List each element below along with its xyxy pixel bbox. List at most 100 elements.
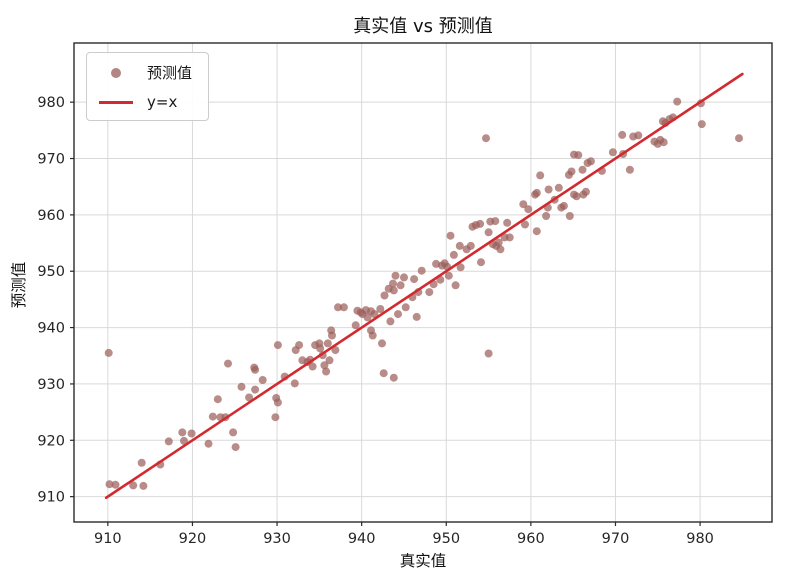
scatter-point (290, 379, 299, 388)
x-tick-label: 960 (517, 531, 545, 547)
scatter-point (625, 165, 634, 174)
scatter-point (673, 97, 682, 106)
scatter-point (208, 412, 217, 421)
scatter-point (378, 339, 386, 348)
scatter-point (339, 303, 348, 312)
scatter-point (105, 480, 114, 489)
identity-line (104, 72, 744, 500)
scatter-point (325, 356, 334, 365)
scatter-point (180, 436, 188, 445)
scatter-point (735, 134, 743, 143)
scatter-point (370, 310, 379, 319)
scatter-point (245, 393, 254, 402)
scatter-point (410, 275, 419, 284)
scatter-point (229, 428, 238, 437)
scatter-point (380, 291, 389, 300)
scatter-point (542, 212, 551, 220)
scatter-point (491, 217, 500, 226)
scatter-point (519, 200, 528, 209)
scatter-point (581, 187, 590, 196)
scatter-point (559, 201, 568, 210)
scatter-point (164, 437, 173, 446)
scatter-point (412, 312, 421, 321)
scatter-point (477, 258, 485, 267)
scatter-point (320, 361, 329, 370)
scatter-point (129, 481, 138, 490)
scatter-point (572, 192, 581, 201)
scatter-point (425, 288, 434, 297)
scatter-point (565, 212, 574, 220)
scatter-point (466, 241, 475, 250)
legend: 预测值 y=x (86, 52, 210, 121)
scatter-point (505, 233, 514, 242)
scatter-point (544, 185, 553, 194)
scatter-point (104, 348, 113, 357)
y-tick-label: 940 (37, 321, 65, 337)
scatter-point (368, 331, 377, 340)
scatter-point (521, 220, 529, 229)
scatter-point (484, 228, 493, 237)
x-tick-label: 920 (179, 531, 207, 547)
scatter-point (532, 227, 541, 236)
scatter-point (456, 263, 465, 272)
scatter-point (271, 413, 280, 422)
legend-swatch (99, 100, 133, 104)
y-tick-label: 980 (37, 95, 65, 111)
scatter-point (137, 458, 146, 467)
scatter-point (396, 281, 405, 290)
scatter-marker-icon (111, 67, 121, 78)
y-tick-label: 950 (37, 264, 65, 280)
x-tick-label: 930 (263, 531, 291, 547)
axes-spines (73, 42, 773, 523)
scatter-point (401, 303, 410, 312)
scatter-point (379, 369, 388, 378)
scatter-point (394, 310, 402, 319)
scatter-point (328, 331, 336, 340)
scatter-point (258, 376, 267, 384)
scatter-point (586, 157, 595, 166)
legend-label: 预测值 (147, 64, 193, 82)
scatter-point (482, 134, 490, 143)
x-axis-label: 真实值 (399, 552, 447, 570)
scatter-point (659, 138, 668, 147)
legend-entry-line: y=x (99, 93, 192, 111)
scatter-point (444, 271, 453, 280)
scatter-point (389, 286, 398, 295)
scatter-point (363, 313, 372, 322)
scatter-point (316, 344, 325, 353)
scatter-point (574, 151, 583, 160)
scatter-point (400, 273, 408, 282)
line-marker-icon (99, 100, 133, 104)
scatter-point (111, 480, 120, 489)
y-tick-label: 960 (37, 208, 65, 224)
scatter-point (323, 339, 332, 348)
legend-label: y=x (147, 93, 178, 111)
scatter-point (331, 346, 340, 355)
y-tick-label: 930 (37, 377, 65, 393)
scatter-point (231, 443, 240, 452)
scatter-point (351, 321, 360, 330)
scatter-point (455, 241, 464, 250)
x-tick-label: 910 (94, 531, 122, 547)
y-axis-label: 预测值 (10, 261, 28, 309)
scatter-point (322, 367, 331, 376)
legend-swatch (99, 67, 133, 78)
scatter-point (532, 188, 541, 197)
scatter-point (224, 359, 232, 368)
y-tick-label: 920 (37, 433, 65, 449)
scatter-point (251, 365, 260, 374)
scatter-point (386, 317, 395, 326)
scatter-point (494, 238, 503, 247)
x-tick-label: 950 (432, 531, 460, 547)
scatter-point (608, 148, 617, 157)
legend-entry-scatter: 预测值 (99, 62, 192, 83)
scatter-point (178, 428, 187, 437)
scatter-point (554, 183, 563, 192)
scatter-point (389, 279, 397, 288)
scatter-point (389, 373, 398, 382)
scatter-point (391, 271, 400, 280)
scatter-point (503, 218, 512, 227)
scatter-point (213, 395, 222, 404)
